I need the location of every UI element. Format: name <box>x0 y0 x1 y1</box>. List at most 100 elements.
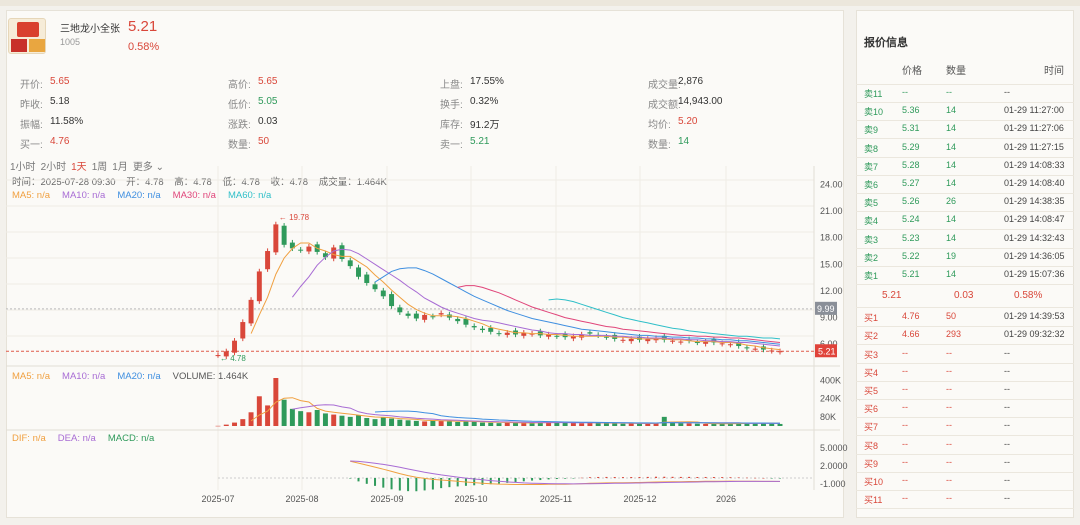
candle <box>570 336 576 339</box>
volume-bar <box>430 420 436 426</box>
volume-bar <box>504 422 510 426</box>
info-open: 开：4.78 <box>126 177 164 188</box>
price-tick-label: 6.00 <box>820 339 838 349</box>
volume-bar <box>397 419 403 426</box>
volume-bar <box>331 414 337 426</box>
volume-bar <box>298 411 304 426</box>
volume-bar <box>356 415 361 426</box>
legend-item: DEA: n/a <box>57 433 96 444</box>
volume-bar <box>769 423 775 426</box>
sell-row: 卖5 5.26 26 01-29 14:38:35 <box>856 193 1074 211</box>
ma60-line <box>548 298 781 340</box>
buy-price: -- <box>902 438 908 449</box>
period-tab[interactable]: 更多 ⌄ <box>132 162 164 173</box>
macd-bar <box>762 477 765 479</box>
sell-label: 卖8 <box>864 143 879 154</box>
macd-bar <box>572 478 575 479</box>
period-tab[interactable]: 1月 <box>112 162 128 173</box>
sell-row: 卖4 5.24 14 01-29 14:08:47 <box>856 211 1074 229</box>
last-price-marker <box>815 344 837 358</box>
price-tick-label: 12.00 <box>820 286 843 296</box>
macd-bar <box>390 478 393 490</box>
volume-bar <box>686 423 692 426</box>
stat-label: 振幅: <box>20 120 43 131</box>
stock-header: 三地龙小全张 1005 5.21 0.58% <box>8 18 308 58</box>
candle <box>339 245 345 260</box>
current-price: 5.21 <box>128 18 158 35</box>
stat-value: 14,943.00 <box>678 96 723 107</box>
period-tab[interactable]: 2小时 <box>40 162 67 173</box>
legend-item: MA10: n/a <box>62 371 106 382</box>
sell-row: 卖2 5.22 19 01-29 14:36:05 <box>856 248 1074 266</box>
volume-bar <box>281 399 287 426</box>
period-tab[interactable]: 1周 <box>91 162 108 173</box>
sell-qty: 14 <box>946 178 957 188</box>
macd-bar <box>522 478 525 482</box>
divider <box>856 174 1074 176</box>
buy-price: -- <box>902 475 908 485</box>
buy-qty: -- <box>946 384 952 394</box>
period-tab[interactable]: 1小时 <box>10 162 36 173</box>
divider <box>856 508 1074 510</box>
ma10-line <box>292 248 781 347</box>
macd-tick-label: -1.000 <box>820 479 846 489</box>
macd-bar <box>630 477 633 478</box>
stat-item: 换手: 0.32% <box>440 96 498 111</box>
x-tick-label: 2025-07 <box>201 494 234 504</box>
volume-bar <box>760 423 766 426</box>
volume-bar <box>339 415 345 426</box>
macd-bar <box>721 477 724 478</box>
macd-bar <box>704 476 707 478</box>
buy-time: -- <box>1004 438 1010 449</box>
mid-price-row: 5.21 0.03 0.58% <box>856 287 1074 305</box>
stat-label: 上盘: <box>440 80 463 91</box>
volume-bar <box>570 423 576 426</box>
stat-item: 低价: 5.05 <box>228 96 277 111</box>
volume-bar <box>322 413 328 426</box>
macd-tick-label: 5.0000 <box>820 443 848 453</box>
legend-item: VOLUME: 1.464K <box>172 371 249 382</box>
candle <box>777 351 783 353</box>
divider <box>856 284 1074 285</box>
period-tab[interactable]: 1天 <box>71 162 87 173</box>
legend-item: MA60: n/a <box>227 190 272 201</box>
macd-bar <box>737 477 740 478</box>
candle <box>438 313 444 315</box>
legend-item: DIF: n/a <box>12 433 46 444</box>
divider <box>856 247 1074 249</box>
sell-price: 5.28 <box>902 159 920 170</box>
stat-item: 成交额: 14,943.00 <box>648 96 723 111</box>
macd-bar <box>473 478 476 486</box>
macd-bar <box>539 478 542 481</box>
candle <box>727 344 733 346</box>
stat-label: 买一: <box>20 140 43 151</box>
macd-bar <box>547 478 550 480</box>
stock-name: 三地龙小全张 <box>60 24 120 35</box>
buy-label: 买3 <box>864 349 879 360</box>
sell-label: 卖11 <box>864 89 883 99</box>
stat-value: 5.65 <box>50 76 70 87</box>
kline-info-bar: 时间：2025-07-28 09:30 开：4.78 高：4.78 低：4.78… <box>12 174 395 188</box>
candle <box>347 260 353 267</box>
stat-item: 开价: 5.65 <box>20 76 69 91</box>
volume-bar <box>546 421 552 426</box>
legend-item: MA20: n/a <box>117 190 161 201</box>
macd-bar <box>688 476 691 478</box>
price-tick-label: 15.00 <box>820 259 843 269</box>
stat-label: 数量: <box>648 140 671 151</box>
candle <box>479 328 485 331</box>
sell-time: 01-29 11:27:00 <box>1004 105 1064 116</box>
stat-value: 5.18 <box>50 96 70 107</box>
stat-item: 涨跌: 0.03 <box>228 116 277 131</box>
volume-bar <box>347 416 353 426</box>
candle <box>463 318 469 325</box>
sell-qty: 14 <box>946 232 957 243</box>
macd-bar <box>754 477 757 479</box>
stat-item: 数量: 14 <box>648 136 689 151</box>
buy-qty: 50 <box>946 311 957 322</box>
sell-label: 卖6 <box>864 180 879 190</box>
volume-bar <box>645 423 651 426</box>
macd-bar <box>655 476 658 478</box>
